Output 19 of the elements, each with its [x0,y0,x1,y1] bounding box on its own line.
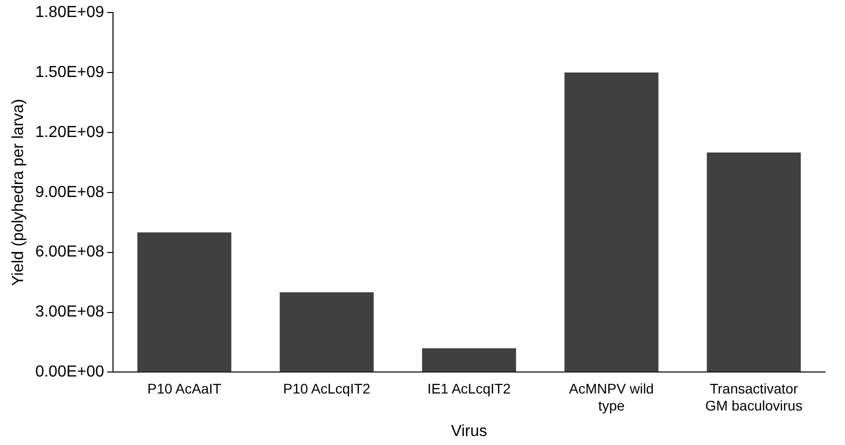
x-axis-title: Virus [450,422,488,440]
y-axis-title: Yield (polyhedra per larva) [10,98,28,286]
y-tick-label: 1.20E+09 [35,124,104,141]
x-tick-label: Transactivator GM baculovirus [705,380,802,414]
x-tick-label: AcMNPV wild type [569,380,654,414]
y-tick-label: 3.00E+08 [35,304,104,321]
x-tick-label: P10 AcLcqIT2 [283,380,370,396]
y-tick-label: 0.00E+00 [35,364,104,381]
y-tick-label: 1.80E+09 [35,4,104,22]
bar [137,232,232,372]
y-tick-label: 1.50E+09 [35,64,104,81]
y-tick-label: 9.00E+08 [35,184,104,201]
bar [706,152,801,372]
x-tick-label: IE1 AcLcqIT2 [427,380,511,396]
bar [422,348,516,372]
y-tick-label: 6.00E+08 [35,244,104,261]
x-tick-label: P10 AcAaIT [147,380,222,396]
bar [564,72,658,372]
bar [280,292,374,372]
